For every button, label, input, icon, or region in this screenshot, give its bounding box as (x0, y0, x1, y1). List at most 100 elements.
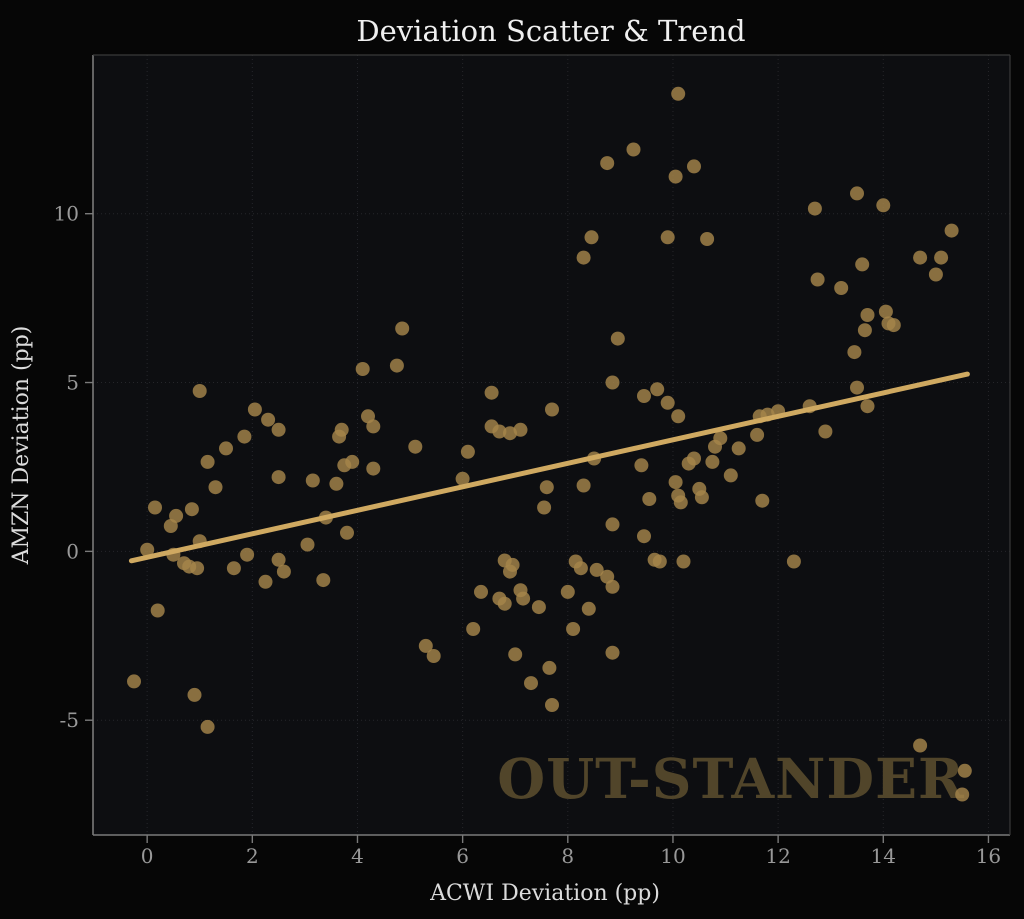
scatter-point (786, 554, 801, 569)
scatter-point (605, 579, 620, 594)
scatter-point (247, 402, 262, 417)
scatter-point (650, 382, 665, 397)
scatter-point (531, 600, 546, 615)
scatter-point (150, 603, 165, 618)
scatter-point (668, 169, 683, 184)
scatter-point (605, 517, 620, 532)
scatter-point (810, 272, 825, 287)
scatter-point (237, 429, 252, 444)
scatter-point (652, 554, 667, 569)
scatter-point (460, 444, 475, 459)
scatter-point (928, 267, 943, 282)
scatter-point (560, 584, 575, 599)
scatter-point (516, 591, 531, 606)
scatter-point (755, 493, 770, 508)
scatter-point (705, 454, 720, 469)
scatter-point (545, 698, 559, 712)
y-axis-label: AMZN Deviation (pp) (9, 326, 34, 566)
scatter-point (366, 419, 381, 434)
scatter-point (676, 554, 691, 569)
scatter-point (750, 427, 765, 442)
scatter-point (886, 318, 901, 333)
scatter-point (660, 230, 675, 245)
scatter-point (605, 375, 620, 390)
scatter-point (850, 186, 864, 201)
scatter-point (671, 409, 686, 424)
scatter-point (276, 564, 291, 579)
scatter-point (944, 223, 959, 238)
trend-line-segment (128, 371, 970, 564)
scatter-point (566, 622, 581, 636)
scatter-point (545, 402, 559, 417)
scatter-point (524, 676, 538, 691)
scatter-point (934, 250, 949, 265)
y-tick-label: 5 (66, 371, 79, 395)
scatter-point (316, 573, 331, 588)
scatter-point (187, 687, 202, 702)
scatter-point (605, 645, 620, 660)
scatter-point (190, 561, 205, 576)
scatter-point (329, 476, 344, 491)
scatter-point (642, 492, 657, 506)
scatter-point (537, 500, 552, 515)
y-tick-label: 0 (66, 539, 79, 563)
scatter-point (455, 471, 470, 486)
scatter-point (345, 454, 360, 469)
scatter-point (503, 564, 517, 579)
scatter-point (660, 395, 675, 410)
scatter-point (673, 495, 688, 510)
scatter-point (200, 719, 215, 734)
scatter-point (513, 422, 528, 437)
scatter-point (305, 473, 320, 488)
x-tick-label: 16 (976, 844, 1001, 868)
scatter-point (818, 424, 833, 439)
scatter-point (300, 537, 315, 552)
x-tick-label: 10 (660, 844, 685, 868)
scatter-point (418, 638, 433, 653)
scatter-point (332, 429, 347, 444)
scatter-point (542, 660, 557, 675)
chart-title: Deviation Scatter & Trend (356, 14, 745, 48)
scatter-point (913, 250, 928, 265)
scatter-point (192, 384, 207, 398)
scatter-point (140, 542, 155, 557)
y-tick-label: -5 (60, 708, 79, 732)
scatter-point (474, 584, 488, 599)
x-tick-label: 14 (871, 844, 896, 868)
y-tick-label: 10 (54, 202, 79, 226)
scatter-point (271, 422, 286, 437)
scatter-point (634, 458, 649, 473)
x-tick-label: 0 (141, 844, 154, 868)
scatter-point (148, 500, 162, 515)
scatter-point (355, 362, 370, 376)
scatter-point (258, 574, 273, 589)
x-tick-label: 4 (351, 844, 364, 868)
scatter-point (508, 647, 523, 662)
scatter-point (694, 490, 709, 505)
scatter-point (271, 552, 286, 567)
scatter-point (366, 461, 381, 476)
scatter-point (127, 674, 141, 689)
scatter-point (860, 399, 875, 414)
scatter-point (271, 470, 286, 485)
scatter-point (671, 86, 686, 101)
trend-line (128, 371, 970, 564)
scatter-point (700, 232, 715, 246)
x-axis-label: ACWI Deviation (pp) (429, 881, 660, 906)
scatter-point (497, 596, 512, 611)
scatter-point (261, 412, 276, 427)
scatter-point (807, 201, 822, 216)
scatter-point (408, 439, 423, 454)
scatter-point (668, 475, 683, 490)
x-tick-label: 2 (246, 844, 259, 868)
axis-ticks: 0 2 4 6 8 10 12 14 16 -5 0 5 10 (54, 202, 1002, 868)
scatter-point (878, 304, 893, 319)
scatter-point (503, 426, 517, 441)
scatter-point (834, 281, 849, 295)
scatter-point (876, 198, 891, 213)
scatter-point (600, 156, 615, 171)
scatter-point (184, 502, 199, 517)
scatter-point (466, 622, 481, 636)
